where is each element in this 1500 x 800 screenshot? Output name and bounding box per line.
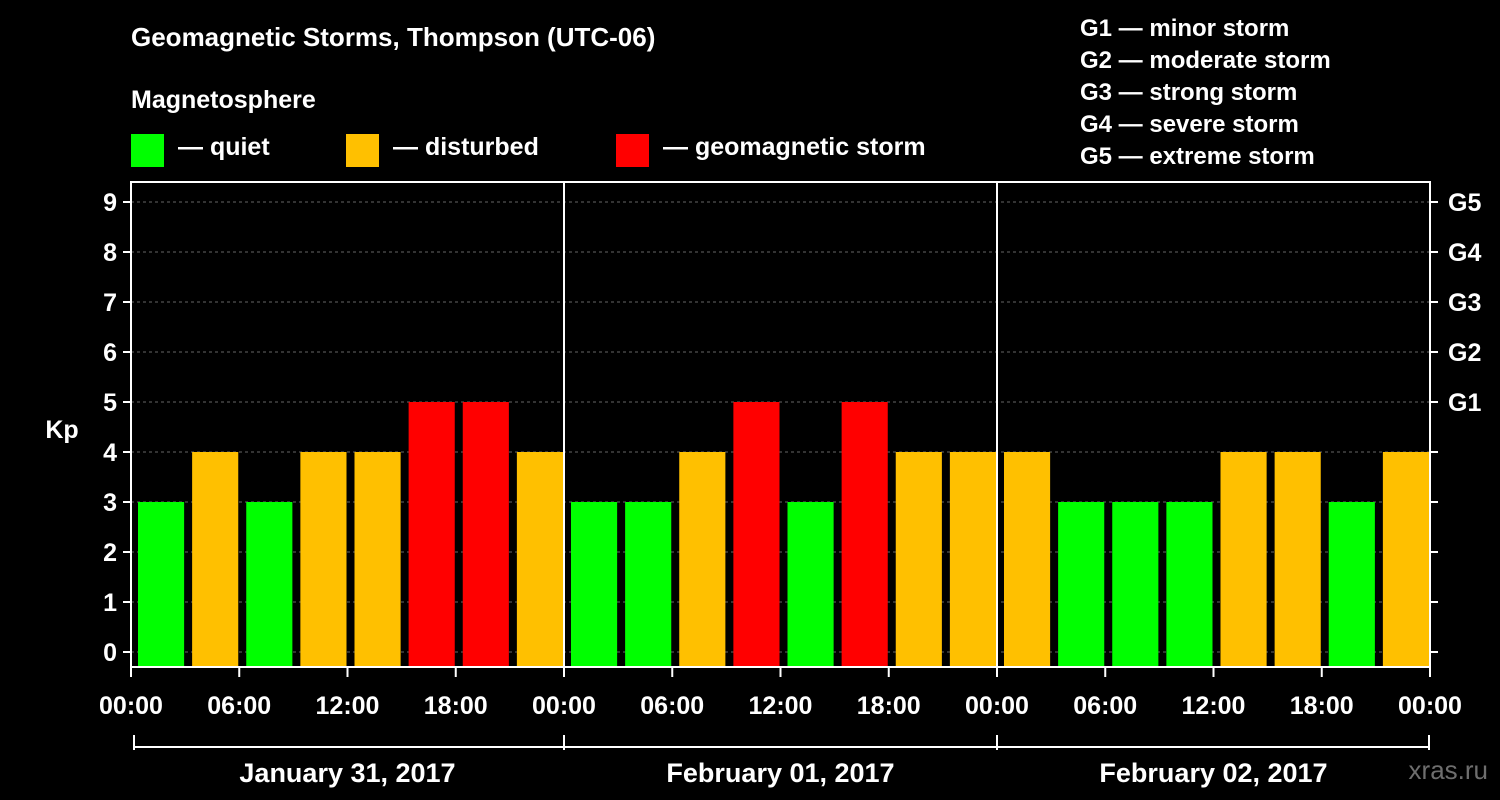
kp-bar bbox=[1112, 502, 1159, 667]
x-tick-label: 00:00 bbox=[99, 692, 163, 720]
g-level-label: G5 bbox=[1448, 189, 1481, 217]
kp-bar bbox=[408, 402, 455, 667]
kp-bar bbox=[138, 502, 185, 667]
g-level-label: G3 bbox=[1448, 289, 1481, 317]
magnetosphere-title: Magnetosphere bbox=[131, 86, 316, 114]
day-label: February 01, 2017 bbox=[666, 758, 894, 788]
y-tick-label: 7 bbox=[103, 289, 117, 317]
kp-bar bbox=[1220, 452, 1267, 667]
kp-bar bbox=[625, 502, 672, 667]
x-tick-label: 00:00 bbox=[1398, 692, 1462, 720]
y-tick-label: 9 bbox=[103, 189, 117, 217]
storm-level-g5: G5 — extreme storm bbox=[1080, 143, 1315, 170]
kp-bar bbox=[1274, 452, 1321, 667]
chart-title: Geomagnetic Storms, Thompson (UTC-06) bbox=[131, 22, 656, 52]
kp-bar bbox=[354, 452, 401, 667]
legend-label-disturbed: — disturbed bbox=[393, 133, 539, 161]
storm-level-g3: G3 — strong storm bbox=[1080, 79, 1298, 106]
y-tick-label: 5 bbox=[103, 389, 117, 417]
kp-bar bbox=[1382, 452, 1429, 667]
x-tick-label: 06:00 bbox=[1073, 692, 1137, 720]
x-tick-label: 18:00 bbox=[1290, 692, 1354, 720]
y-axis-label: Kp bbox=[45, 416, 78, 444]
x-tick-label: 00:00 bbox=[532, 692, 596, 720]
storm-level-g2: G2 — moderate storm bbox=[1080, 47, 1331, 74]
kp-bar bbox=[733, 402, 780, 667]
legend-label-storm: — geomagnetic storm bbox=[663, 133, 926, 161]
x-tick-label: 18:00 bbox=[424, 692, 488, 720]
y-tick-label: 8 bbox=[103, 239, 117, 267]
kp-bar bbox=[787, 502, 834, 667]
y-tick-label: 6 bbox=[103, 339, 117, 367]
kp-bar bbox=[462, 402, 509, 667]
y-tick-label: 2 bbox=[103, 539, 117, 567]
y-tick-label: 1 bbox=[103, 589, 117, 617]
day-label: February 02, 2017 bbox=[1099, 758, 1327, 788]
kp-bar bbox=[895, 452, 942, 667]
x-tick-label: 00:00 bbox=[965, 692, 1029, 720]
y-tick-label: 4 bbox=[103, 439, 117, 467]
legend-label-quiet: — quiet bbox=[178, 133, 270, 161]
g-level-label: G4 bbox=[1448, 239, 1481, 267]
legend-swatch-storm bbox=[616, 134, 649, 167]
legend-swatch-disturbed bbox=[346, 134, 379, 167]
x-tick-label: 12:00 bbox=[749, 692, 813, 720]
kp-bar bbox=[571, 502, 618, 667]
kp-bar bbox=[1004, 452, 1051, 667]
storm-level-g4: G4 — severe storm bbox=[1080, 111, 1299, 138]
kp-bar bbox=[516, 452, 563, 667]
g-level-label: G2 bbox=[1448, 339, 1481, 367]
kp-bar bbox=[192, 452, 239, 667]
x-tick-label: 12:00 bbox=[1182, 692, 1246, 720]
kp-bar bbox=[841, 402, 888, 667]
kp-bar bbox=[300, 452, 347, 667]
y-tick-label: 0 bbox=[103, 639, 117, 667]
kp-bar bbox=[1166, 502, 1213, 667]
kp-bar bbox=[246, 502, 293, 667]
x-tick-label: 06:00 bbox=[207, 692, 271, 720]
day-label: January 31, 2017 bbox=[239, 758, 455, 788]
kp-bar bbox=[1328, 502, 1375, 667]
x-tick-label: 06:00 bbox=[640, 692, 704, 720]
legend-swatch-quiet bbox=[131, 134, 164, 167]
watermark: xras.ru bbox=[1408, 755, 1488, 785]
y-tick-label: 3 bbox=[103, 489, 117, 517]
kp-bar bbox=[679, 452, 726, 667]
kp-bar bbox=[1058, 502, 1105, 667]
g-level-label: G1 bbox=[1448, 389, 1481, 417]
kp-bar bbox=[949, 452, 996, 667]
x-tick-label: 12:00 bbox=[316, 692, 380, 720]
storm-level-g1: G1 — minor storm bbox=[1080, 15, 1290, 42]
x-tick-label: 18:00 bbox=[857, 692, 921, 720]
